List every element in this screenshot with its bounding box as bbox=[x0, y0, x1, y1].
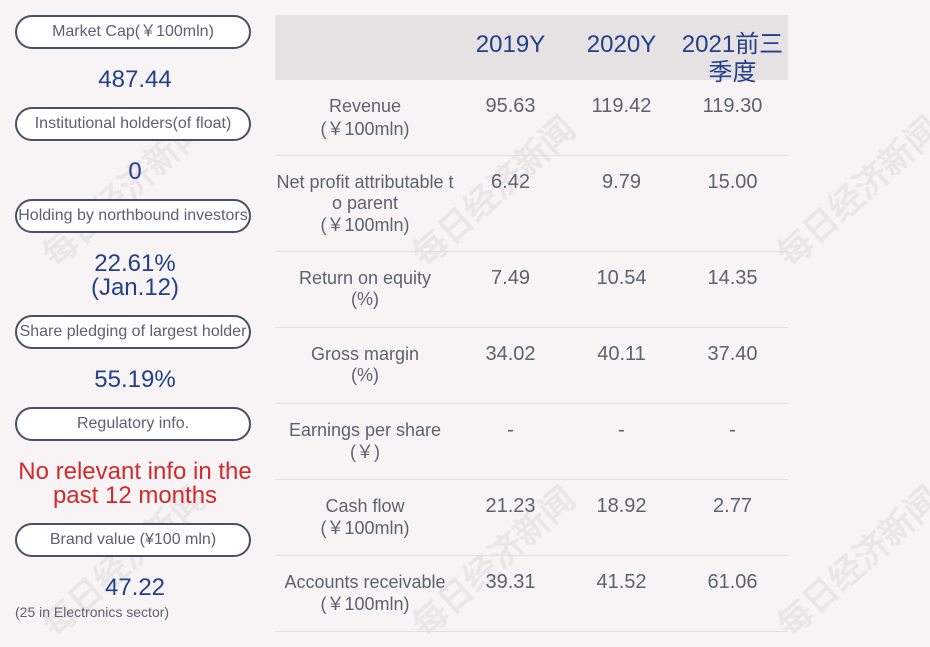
table-cell: 14.35 bbox=[707, 267, 758, 289]
row-unit: (%) bbox=[351, 365, 379, 385]
brand-value-note: (25 in Electronics sector) bbox=[15, 604, 170, 620]
row-label: Cash flow bbox=[325, 496, 405, 516]
table-cell: 37.40 bbox=[707, 343, 758, 365]
table-cell: 34.02 bbox=[485, 343, 536, 365]
table-cell: 21.23 bbox=[485, 495, 536, 517]
row-unit: (￥) bbox=[350, 442, 380, 462]
row-divider bbox=[275, 403, 788, 404]
table-cell: 18.92 bbox=[596, 495, 647, 517]
table-cell: 2.77 bbox=[713, 495, 752, 517]
watermark: 每日经济新闻 bbox=[770, 108, 930, 276]
row-unit: (￥100mln) bbox=[320, 518, 410, 538]
brand-value-label: Brand value (¥100 mln) bbox=[15, 523, 251, 557]
northbound-holding-label: Holding by northbound investors bbox=[15, 199, 251, 233]
northbound-holding-value: 22.61% bbox=[94, 250, 176, 277]
row-unit: (%) bbox=[351, 289, 379, 309]
market-cap-label: Market Cap(￥100mln) bbox=[15, 15, 251, 49]
row-label: Gross margin bbox=[310, 344, 420, 364]
institutional-holders-value: 0 bbox=[128, 158, 142, 185]
row-unit: (￥100mln) bbox=[320, 119, 410, 139]
row-label: Return on equity bbox=[298, 268, 432, 288]
year-header-2020: 2020Y bbox=[586, 31, 657, 58]
table-cell: 119.30 bbox=[702, 95, 763, 117]
table-cell: 61.06 bbox=[707, 571, 758, 593]
watermark: 每日经济新闻 bbox=[770, 478, 930, 646]
year-header-2021-line2: 季度 bbox=[708, 59, 757, 86]
table-cell: 119.42 bbox=[591, 95, 652, 117]
regulatory-info-value-line2: past 12 months bbox=[52, 482, 218, 509]
table-cell: 10.54 bbox=[596, 267, 647, 289]
row-unit: (￥100mln) bbox=[320, 594, 410, 614]
table-cell: 39.31 bbox=[485, 571, 536, 593]
row-divider bbox=[275, 327, 788, 328]
table-cell: 9.79 bbox=[602, 171, 641, 193]
table-cell: - bbox=[507, 419, 514, 441]
table-cell: - bbox=[618, 419, 625, 441]
table-cell: 15.00 bbox=[707, 171, 758, 193]
row-label: Net profit attributable t bbox=[276, 172, 454, 192]
row-label: Revenue bbox=[328, 96, 402, 116]
regulatory-info-value: No relevant info in the bbox=[18, 458, 252, 485]
market-cap-value: 487.44 bbox=[98, 66, 172, 93]
table-header bbox=[275, 15, 788, 80]
row-label: Accounts receivable bbox=[284, 572, 446, 592]
brand-value: 47.22 bbox=[104, 574, 166, 601]
table-cell: 7.49 bbox=[491, 267, 530, 289]
row-label: Earnings per share bbox=[288, 420, 442, 440]
table-cell: 41.52 bbox=[596, 571, 647, 593]
regulatory-info-label: Regulatory info. bbox=[15, 407, 251, 441]
table-cell: 6.42 bbox=[491, 171, 530, 193]
row-divider bbox=[275, 155, 788, 156]
row-divider bbox=[275, 479, 788, 480]
row-unit: (￥100mln) bbox=[320, 215, 410, 235]
row-divider bbox=[275, 631, 788, 632]
year-header-2019: 2019Y bbox=[475, 31, 546, 58]
year-header-2021: 2021前三 bbox=[681, 31, 784, 58]
row-divider bbox=[275, 555, 788, 556]
share-pledging-label: Share pledging of largest holder bbox=[15, 315, 251, 349]
table-cell: 40.11 bbox=[597, 343, 646, 365]
institutional-holders-label: Institutional holders(of float) bbox=[15, 107, 251, 141]
row-divider bbox=[275, 251, 788, 252]
share-pledging-value: 55.19% bbox=[94, 366, 176, 393]
row-label-continued: o parent bbox=[331, 193, 399, 213]
table-cell: 95.63 bbox=[485, 95, 536, 117]
northbound-holding-date: (Jan.12) bbox=[90, 274, 180, 301]
table-cell: - bbox=[729, 419, 736, 441]
